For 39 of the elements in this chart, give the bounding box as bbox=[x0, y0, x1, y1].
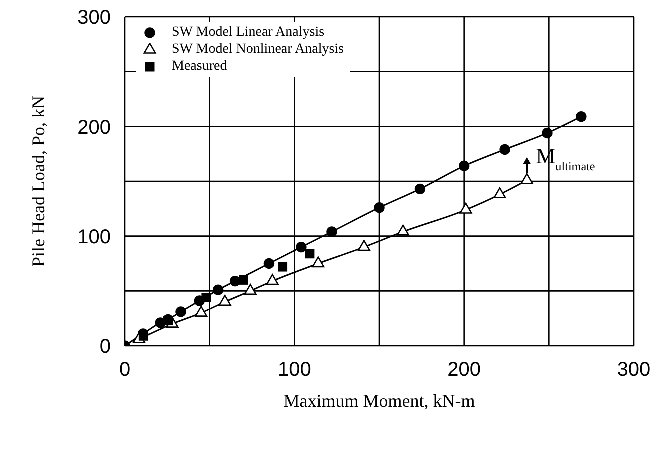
point bbox=[542, 128, 553, 139]
point bbox=[195, 306, 208, 317]
point bbox=[230, 276, 241, 287]
point bbox=[500, 144, 510, 156]
x-tick-label: 200 bbox=[448, 359, 482, 382]
point bbox=[212, 284, 224, 296]
point bbox=[218, 295, 232, 306]
y-axis-title: Pile Head Load, Po, kN bbox=[28, 96, 48, 267]
legend-label: SW Model Linear Analysis bbox=[172, 24, 325, 40]
point bbox=[326, 226, 338, 238]
x-tick-label: 0 bbox=[119, 359, 131, 382]
point bbox=[239, 275, 249, 285]
point bbox=[264, 258, 275, 270]
point bbox=[414, 184, 426, 195]
y-tick-label: 0 bbox=[100, 336, 111, 358]
point bbox=[576, 111, 587, 122]
point bbox=[296, 242, 307, 253]
point bbox=[374, 202, 385, 214]
legend-label: Measured bbox=[172, 58, 228, 74]
y-tick-label: 100 bbox=[78, 226, 111, 248]
point bbox=[176, 306, 186, 318]
point bbox=[460, 202, 472, 214]
x-tick-label: 300 bbox=[617, 359, 651, 382]
point bbox=[202, 293, 212, 302]
point bbox=[312, 256, 325, 268]
point bbox=[266, 274, 279, 286]
y-tick-label: 200 bbox=[78, 116, 111, 139]
point bbox=[458, 160, 470, 172]
legend-label: SW Model Nonlinear Analysis bbox=[172, 42, 344, 58]
point bbox=[520, 173, 534, 184]
point bbox=[278, 262, 288, 272]
point bbox=[305, 249, 315, 259]
point bbox=[494, 188, 506, 199]
point bbox=[244, 284, 257, 296]
point bbox=[358, 240, 370, 252]
y-tick-label: 300 bbox=[78, 7, 111, 30]
point bbox=[397, 224, 410, 236]
x-tick-label: 100 bbox=[278, 359, 312, 382]
x-axis-title: Maximum Moment, kN-m bbox=[284, 391, 476, 411]
